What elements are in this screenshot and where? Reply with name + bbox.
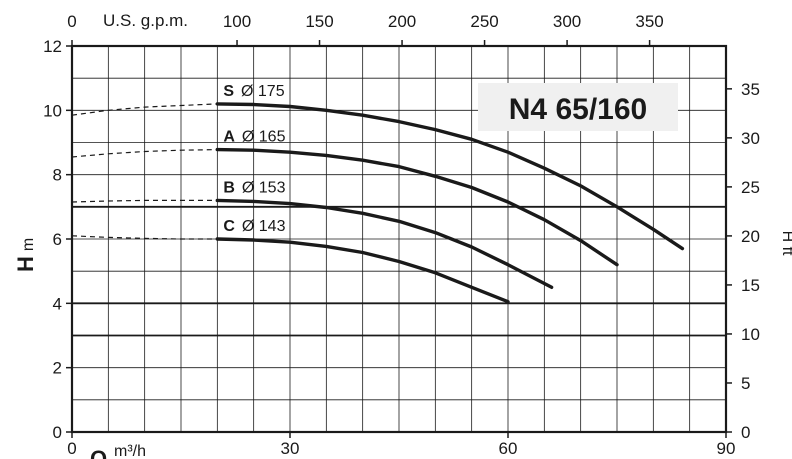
model-box-bg xyxy=(478,83,678,131)
y-tick-label: 8 xyxy=(53,166,62,185)
y-tick-label: 10 xyxy=(43,101,62,120)
axis-layer: U.S. g.p.m. Hm H ft Q m³/h 0 30 60 90 0 2 4 6 8 1… xyxy=(13,11,792,459)
y-tick-label: 2 xyxy=(53,359,62,378)
curve-s-extension xyxy=(71,103,218,116)
x-tick-label: 30 xyxy=(281,439,300,458)
y2-tick-label: 10 xyxy=(741,325,760,344)
x2-tick-label: 250 xyxy=(470,12,498,31)
x-tick-label: 60 xyxy=(499,439,518,458)
x-axis-symbol: Q xyxy=(90,446,107,459)
curve-a xyxy=(215,147,619,267)
y-tick-label: 4 xyxy=(53,294,62,313)
x-tick-label: 90 xyxy=(717,439,736,458)
x2-tick-label: 200 xyxy=(388,12,416,31)
x2-tick-label: 0 xyxy=(67,12,76,31)
svg-text:Hm: Hm xyxy=(13,238,38,272)
x2-axis-title: U.S. g.p.m. xyxy=(103,11,188,30)
y2-tick-label: 0 xyxy=(741,423,750,442)
x-axis-unit: m³/h xyxy=(114,443,146,459)
y2-tick-label: 20 xyxy=(741,227,760,246)
y-axis-title: Hm xyxy=(13,238,38,272)
y2-tick-label: 15 xyxy=(741,276,760,295)
y2-axis-title: H ft xyxy=(779,231,792,256)
curve-layer xyxy=(71,102,685,304)
x2-tick-label: 350 xyxy=(635,12,663,31)
y-axis-unit: m xyxy=(20,238,37,251)
chart-title: N4 65/160 xyxy=(509,93,647,126)
curve-c xyxy=(215,237,510,304)
y-tick-label: 0 xyxy=(53,423,62,442)
x-axis-title: Q m³/h xyxy=(90,443,146,459)
y2-tick-label: 25 xyxy=(741,178,760,197)
x2-tick-label: 150 xyxy=(305,12,333,31)
curve-a-extension xyxy=(71,149,218,158)
x2-tick-label: 300 xyxy=(553,12,581,31)
curve-s xyxy=(215,102,685,251)
y2-tick-label: 35 xyxy=(741,80,760,99)
curve-b xyxy=(215,198,554,289)
curve-c-extension xyxy=(71,235,218,240)
y-axis-symbol: H xyxy=(13,256,38,272)
x2-tick-label: 100 xyxy=(223,12,251,31)
curve-b-extension xyxy=(71,199,218,203)
model-box: N4 65/160 xyxy=(478,83,678,131)
y2-tick-label: 5 xyxy=(741,374,750,393)
y-tick-label: 12 xyxy=(43,37,62,56)
x-tick-label: 0 xyxy=(67,439,76,458)
y-tick-label: 6 xyxy=(53,230,62,249)
y2-tick-label: 30 xyxy=(741,129,760,148)
